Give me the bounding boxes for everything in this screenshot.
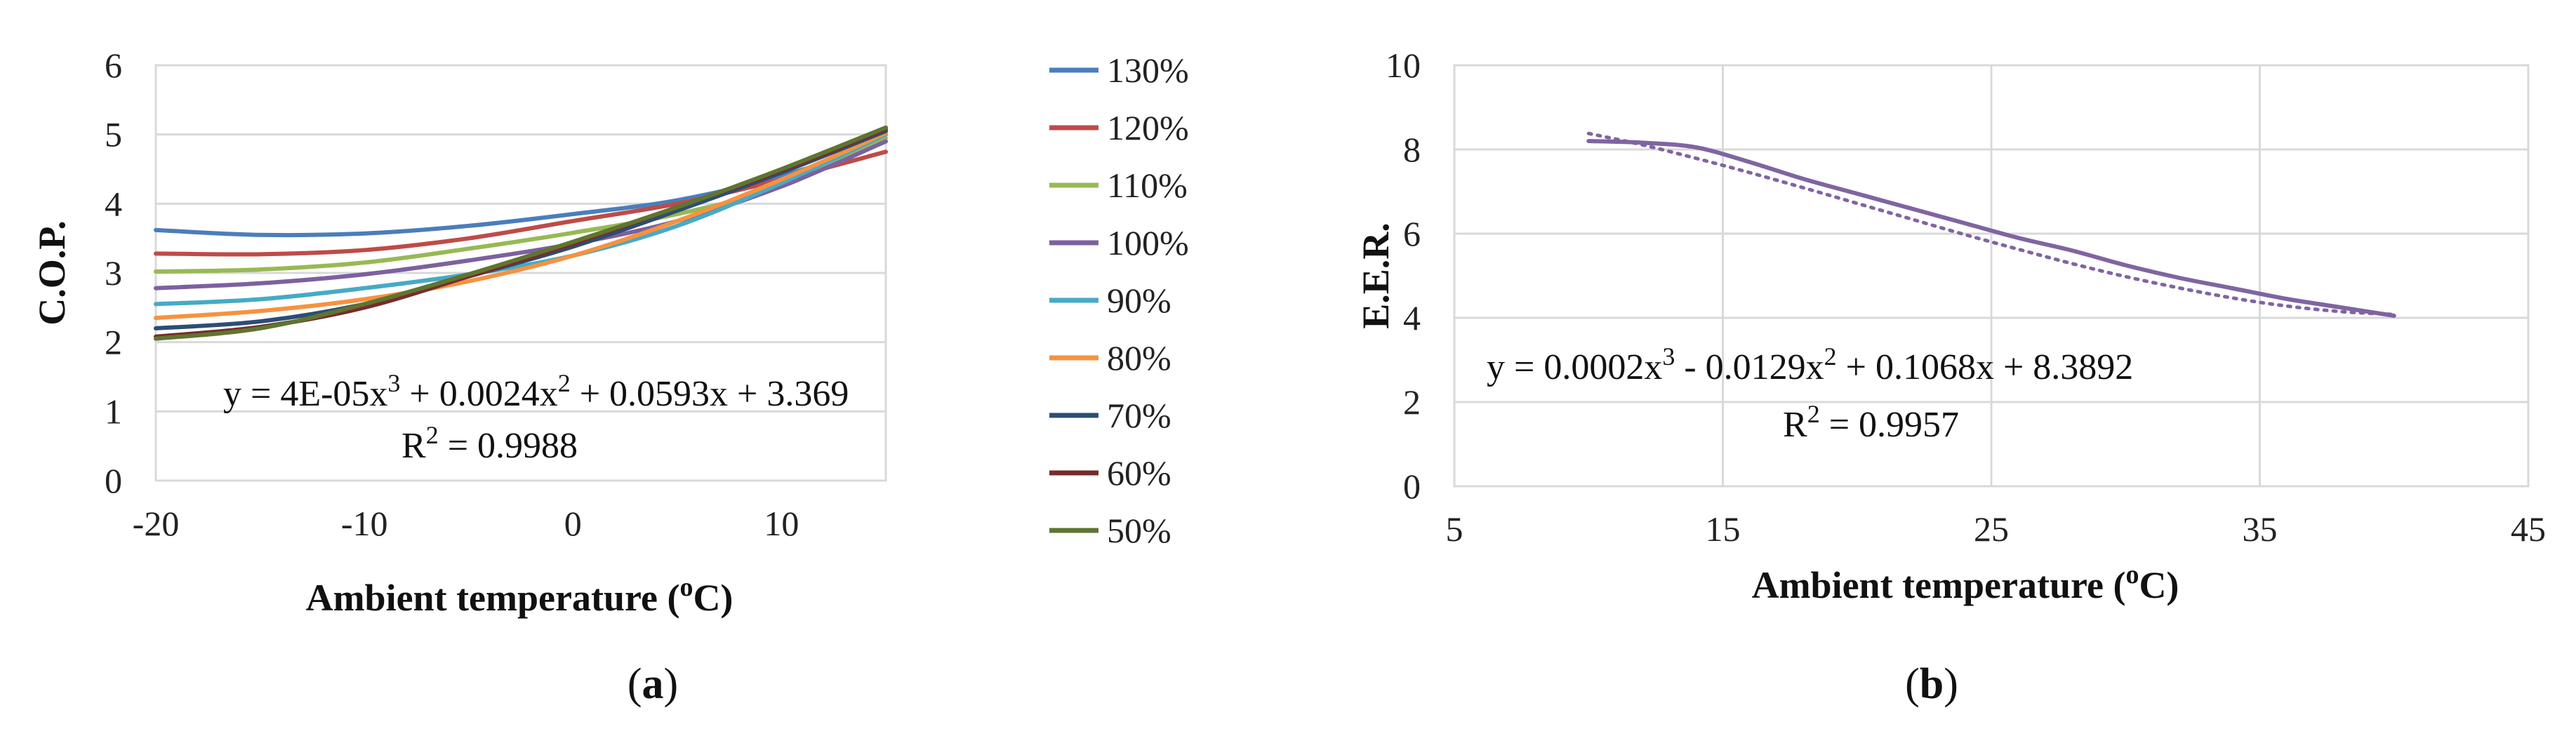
panel-label-b: b [1920, 660, 1944, 708]
b-y-tick-label: 2 [1403, 382, 1421, 422]
b-x-tick-label: 45 [2511, 509, 2546, 549]
panel-caption-a: (a) [628, 660, 678, 708]
b-y-tick-label: 0 [1403, 467, 1421, 506]
b-series-line-eer [1586, 139, 2396, 318]
r-squared-a: R2 = 0.9988 [401, 421, 578, 466]
legend-label-50pct: 50% [1107, 511, 1171, 550]
panel-caption-b: (b) [1905, 660, 1958, 708]
legend-label-70pct: 70% [1107, 396, 1171, 435]
b-x-tick-label: 25 [1974, 509, 2009, 549]
b-y-tick-label: 8 [1403, 130, 1421, 169]
legend-label-80pct: 80% [1107, 338, 1171, 377]
a-x-tick-label: -20 [133, 504, 180, 543]
b-y-tick-label: 4 [1403, 298, 1421, 337]
legend-label-100pct: 100% [1107, 223, 1189, 262]
b-x-tick-label: 15 [1706, 509, 1741, 549]
equation-b: y = 0.0002x3 - 0.0129x2 + 0.1068x + 8.38… [1487, 342, 2133, 387]
equation-a: y = 4E-05x3 + 0.0024x2 + 0.0593x + 3.369 [223, 369, 849, 414]
b-y-tick-label: 10 [1386, 46, 1421, 85]
a-series-line-100pct [154, 139, 888, 290]
panel-b-chart: 0 2 4 6 8 10 5 15 25 35 45 y = 0.0002x3 - 0.0129x… [1355, 46, 2546, 708]
a-x-tick-label: 10 [764, 504, 799, 543]
a-y-tick-label: 0 [105, 461, 122, 500]
a-y-tick-label: 2 [105, 323, 122, 362]
a-series-line-50pct [154, 125, 888, 341]
a-x-tick-label: 0 [564, 504, 582, 543]
legend-label-130pct: 130% [1107, 51, 1189, 90]
a-series-line-60pct [154, 126, 888, 339]
a-y-tick-label: 4 [105, 184, 122, 223]
b-series-line-trendline [1586, 131, 2396, 316]
a-y-tick-label: 3 [105, 253, 122, 293]
b-x-tick-label: 35 [2243, 509, 2278, 549]
panel-label-a: a [642, 660, 664, 708]
a-series-line-80pct [154, 131, 888, 321]
a-y-tick-label: 1 [105, 392, 122, 431]
b-y-tick-label: 6 [1403, 214, 1421, 253]
y-axis-title-a: C.O.P. [31, 220, 73, 326]
a-y-tick-label: 6 [105, 46, 122, 85]
x-axis-title-a: Ambient temperature (oC) [306, 573, 733, 619]
a-x-tick-label: -10 [341, 504, 388, 543]
panel-a-chart: 0 1 2 3 4 5 6 -20 -10 0 10 130% 120% 110% 100% 90% 80%… [31, 46, 1189, 708]
r-squared-b: R2 = 0.9957 [1783, 400, 1959, 445]
legend-label-120pct: 120% [1107, 108, 1189, 147]
legend-label-60pct: 60% [1107, 453, 1171, 493]
b-x-tick-label: 5 [1446, 509, 1463, 549]
a-series-line-90pct [154, 132, 888, 307]
legend-label-90pct: 90% [1107, 281, 1171, 320]
a-y-tick-label: 5 [105, 115, 122, 154]
legend-label-110pct: 110% [1107, 166, 1188, 205]
y-axis-title-b: E.E.R. [1355, 222, 1397, 329]
x-axis-title-b: Ambient temperature (oC) [1752, 560, 2179, 606]
